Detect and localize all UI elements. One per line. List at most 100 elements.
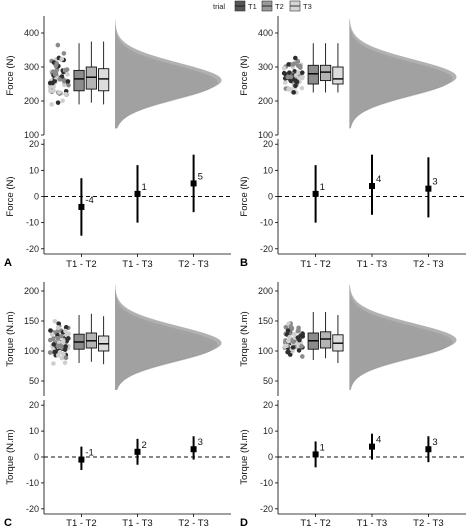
x-tick-label: T1 - T2 [66,518,96,528]
mean-difference-point [425,446,432,453]
boxplot-t3 [332,43,344,93]
raw-point [283,343,289,348]
raw-point [63,325,69,330]
raw-point [296,348,302,353]
x-tick-label: T1 - T3 [122,259,152,270]
y-tick-label: 20 [263,139,273,149]
y-axis-label: Force (N) [239,55,250,95]
raw-point [57,349,63,355]
mean-difference-point [369,183,375,190]
raw-point [56,90,62,95]
data-label: -4 [85,195,93,206]
boxplot-t1 [307,43,319,93]
raw-point [55,343,61,349]
raw-point [66,336,71,341]
y-tick-label: 10 [29,426,39,436]
raw-point [287,70,292,75]
y-tick-label: 400 [258,28,273,38]
raw-point [54,61,60,66]
legend: trial T1 T2 T3 [213,0,312,12]
raw-point [63,92,69,97]
raw-point [59,334,64,339]
raw-point [63,344,69,349]
raincloud-plot: 100 200 300 400 Force (N) [5,16,222,140]
boxplot-t2 [85,41,97,103]
y-tick-label: 0 [34,452,39,462]
raw-point [63,67,68,73]
y-tick-label: 0 [268,452,273,462]
boxplot-t1 [307,312,319,360]
y-tick-label: 100 [24,346,39,356]
y-axis-label: Torque (N.m) [239,429,250,484]
raw-point [286,62,291,67]
y-tick-label: 200 [24,286,39,296]
raw-point [52,319,58,324]
data-label: 3 [432,177,437,188]
y-tick-label: 0 [268,192,273,202]
y-tick-label: 10 [29,165,39,175]
raincloud-plot: 50 100 150 200 Torque (N.m) [5,282,222,396]
raw-point [55,42,61,48]
boxplot-t3 [98,316,110,365]
raw-point [299,343,304,349]
y-tick-label: -20 [260,504,273,514]
y-tick-label: 10 [263,165,273,175]
boxplot-t3 [98,41,110,105]
raw-point [48,328,53,333]
difference-plot: -20 -10 0 10 20 Torque (N.m) T1 - T2 1 T1 - T3 4 T… [239,400,466,528]
x-tick-label: T2 - T3 [413,259,443,270]
mean-difference-point [312,451,319,458]
raw-point [297,337,302,343]
y-tick-label: 20 [29,400,39,410]
raw-point [299,70,305,75]
x-tick-label: T1 - T2 [300,259,330,270]
y-axis-label: Force (N) [5,176,16,216]
y-tick-label: 20 [263,400,273,410]
raw-point [55,100,61,105]
raw-point [291,90,297,95]
y-tick-label: 200 [258,96,273,106]
y-axis-label: Torque (N.m) [239,311,250,366]
raw-point [281,65,287,71]
x-tick-label: T1 - T2 [300,518,330,528]
y-tick-label: -20 [26,504,39,514]
raw-point [282,80,288,85]
data-label: -1 [85,448,93,459]
y-tick-label: 10 [263,426,273,436]
mean-difference-point [369,443,375,450]
panel-d: 50 100 150 200 Torque (N.m) -20 -10 0 10 20 Torque… [239,282,466,528]
y-tick-label: 0 [34,192,39,202]
raw-point [300,331,305,337]
panel-letter: D [240,517,248,528]
legend-label: T2 [275,2,284,11]
data-label: 2 [142,440,147,451]
raw-point [283,324,289,330]
y-tick-label: 150 [258,316,273,326]
panel-a: 100 200 300 400 Force (N) -20 -10 0 10 20 Force (N… [4,16,231,270]
raw-point [288,324,294,329]
y-tick-label: 50 [263,376,273,386]
x-tick-label: T2 - T3 [178,259,208,270]
y-tick-label: -20 [26,244,39,254]
raw-point [51,361,56,366]
mean-difference-point [134,190,141,197]
x-tick-label: T1 - T3 [357,518,387,528]
raw-point [286,338,291,344]
y-tick-label: 50 [29,376,39,386]
legend-item-t3: T3 [289,0,312,12]
raw-point [62,360,68,366]
boxplot-t2 [85,313,97,362]
raw-point [63,328,68,334]
raw-point [59,355,65,361]
raw-point [299,85,305,91]
y-tick-label: 200 [24,96,39,106]
box [307,64,319,85]
y-tick-label: 20 [29,139,39,149]
raw-point [61,82,67,88]
raw-point [293,73,299,78]
raw-point [51,342,57,347]
raw-point [286,87,291,92]
mean-difference-point [190,180,197,187]
y-tick-label: 400 [24,28,39,38]
